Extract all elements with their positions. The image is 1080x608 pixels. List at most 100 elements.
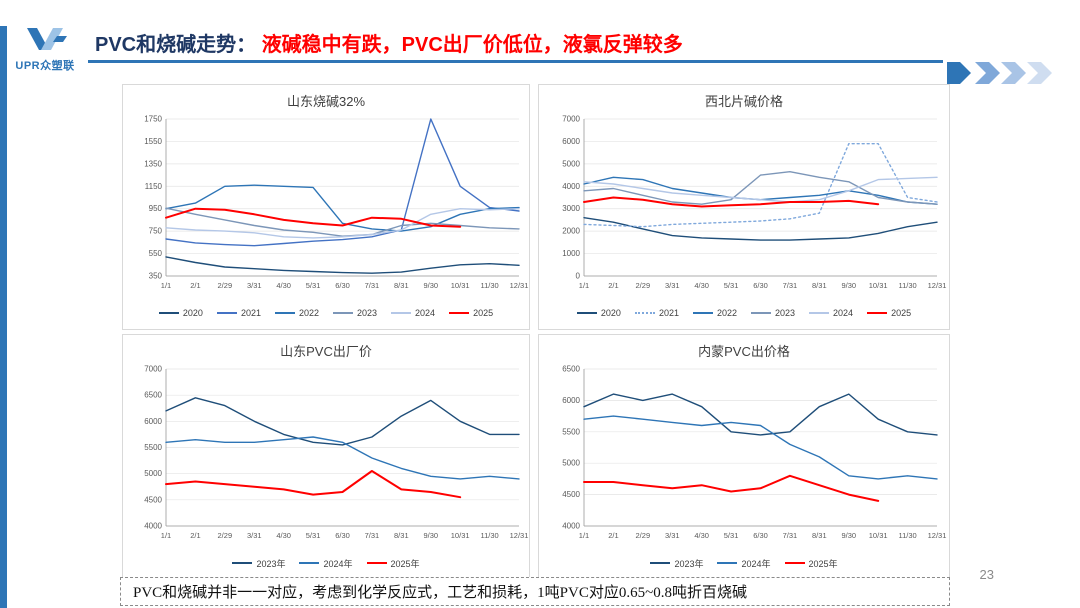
legend-item: 2025年	[784, 557, 838, 570]
svg-text:3/31: 3/31	[665, 531, 680, 540]
svg-text:5000: 5000	[562, 159, 580, 168]
legend-label: 2023年	[674, 558, 704, 569]
svg-text:7/31: 7/31	[783, 531, 798, 540]
chevron-decoration-icon	[947, 62, 1059, 89]
svg-text:11/30: 11/30	[480, 531, 498, 540]
legend-item: 2024	[391, 308, 435, 318]
legend-swatch	[867, 312, 888, 314]
chart-panel-shandong-pvc: 山东PVC出厂价 4000 4500 5000 5500 6000 6500 7000 1/1…	[122, 334, 530, 580]
left-accent-bar	[0, 26, 7, 608]
svg-text:9/30: 9/30	[423, 281, 438, 290]
svg-text:6500: 6500	[562, 365, 580, 374]
chart-title: 内蒙PVC出价格	[698, 344, 790, 359]
legend-label: 2023	[775, 308, 796, 318]
svg-text:6/30: 6/30	[753, 531, 768, 540]
svg-text:9/30: 9/30	[423, 531, 438, 540]
page-title: PVC和烧碱走势： 液碱稳中有跌，PVC出厂价低位，液氯反弹较多	[95, 28, 683, 57]
legend-label: 2025年	[808, 558, 838, 569]
legend-label: 2023年	[256, 558, 286, 569]
line-chart-neimeng-pvc: 4000 4500 5000 5500 6000 6500 1/1 2/1 2/29 3/31 4/…	[562, 365, 947, 541]
chart-legend: 2023年 2024年 2025年	[123, 553, 529, 573]
legend-label: 2024年	[741, 558, 771, 569]
legend-label: 2024年	[323, 558, 353, 569]
chart-panel-northwest-flake: 西北片碱价格 0 1000 2000 3000 4000 5000 6000 7000 1/1 2…	[538, 84, 950, 330]
legend-item: 2020	[158, 308, 203, 318]
legend-label: 2021	[658, 308, 679, 318]
svg-text:2/1: 2/1	[608, 281, 618, 290]
svg-text:1150: 1150	[145, 182, 163, 191]
legend-label: 2025	[473, 308, 494, 318]
svg-text:3/31: 3/31	[665, 281, 680, 290]
page-title-prefix: PVC和烧碱走势：	[95, 34, 257, 56]
legend-item: 2024	[809, 308, 853, 318]
svg-text:5/31: 5/31	[306, 281, 321, 290]
svg-text:5000: 5000	[144, 469, 162, 478]
legend-swatch	[274, 312, 295, 314]
svg-text:8/31: 8/31	[394, 281, 409, 290]
svg-text:1000: 1000	[562, 249, 580, 258]
legend-swatch	[158, 312, 179, 314]
legend-swatch	[449, 312, 470, 314]
svg-text:2/29: 2/29	[218, 531, 233, 540]
svg-text:1750: 1750	[144, 115, 162, 124]
svg-text:12/31: 12/31	[928, 281, 947, 290]
legend-swatch	[576, 312, 597, 314]
svg-text:2/1: 2/1	[190, 531, 200, 540]
legend-label: 2022	[298, 308, 319, 318]
legend-swatch	[717, 562, 738, 564]
legend-item: 2023	[751, 308, 795, 318]
header-underline	[88, 60, 943, 63]
svg-text:350: 350	[149, 272, 163, 281]
svg-text:6000: 6000	[562, 396, 580, 405]
svg-text:7000: 7000	[144, 365, 162, 374]
legend-swatch	[634, 312, 655, 314]
legend-swatch	[232, 562, 253, 564]
svg-text:12/31: 12/31	[928, 531, 947, 540]
legend-item: 2024年	[299, 557, 353, 570]
svg-text:1/1: 1/1	[579, 531, 589, 540]
svg-text:8/31: 8/31	[812, 281, 827, 290]
svg-text:12/31: 12/31	[510, 531, 529, 540]
svg-text:1550: 1550	[144, 137, 162, 146]
svg-text:6/30: 6/30	[335, 531, 350, 540]
svg-text:4/30: 4/30	[694, 531, 709, 540]
svg-text:10/31: 10/31	[451, 281, 470, 290]
svg-text:6000: 6000	[144, 417, 162, 426]
svg-text:2000: 2000	[562, 227, 580, 236]
svg-text:11/30: 11/30	[898, 281, 916, 290]
company-logo: UPR众塑联	[12, 26, 78, 73]
svg-text:2/29: 2/29	[636, 531, 651, 540]
logo-icon	[27, 28, 67, 50]
page-title-emphasis: 液碱稳中有跌，PVC出厂价低位，液氯反弹较多	[261, 34, 683, 56]
charts-grid: 山东烧碱32% 350 550 750 950 1150 1350 1550 1750 1/1 2…	[122, 84, 950, 580]
legend-swatch	[784, 562, 805, 564]
svg-text:4/30: 4/30	[694, 281, 709, 290]
legend-item: 2023年	[232, 557, 285, 570]
legend-swatch	[751, 312, 771, 314]
svg-text:6000: 6000	[562, 137, 580, 146]
svg-text:4000: 4000	[144, 522, 162, 531]
svg-text:3/31: 3/31	[247, 531, 262, 540]
svg-text:10/31: 10/31	[869, 281, 888, 290]
svg-text:2/1: 2/1	[190, 281, 200, 290]
svg-text:6500: 6500	[144, 391, 162, 400]
svg-text:6/30: 6/30	[335, 281, 350, 290]
line-chart-northwest-flake: 0 1000 2000 3000 4000 5000 6000 7000 1/1 2/1 2/29 3…	[562, 115, 947, 291]
legend-swatch	[216, 312, 237, 314]
chart-legend: 2020 2021 2022 2023 2024 2025	[539, 303, 949, 323]
legend-label: 2023	[357, 308, 378, 318]
svg-text:950: 950	[149, 204, 163, 213]
svg-text:7/31: 7/31	[365, 531, 380, 540]
legend-label: 2021	[240, 308, 261, 318]
svg-text:8/31: 8/31	[812, 531, 827, 540]
svg-text:5500: 5500	[562, 427, 580, 436]
legend-item: 2023	[333, 308, 377, 318]
legend-swatch	[650, 562, 671, 564]
svg-text:1350: 1350	[144, 159, 162, 168]
svg-text:1/1: 1/1	[161, 281, 171, 290]
legend-label: 2025年	[390, 558, 420, 569]
page-number: 23	[979, 567, 994, 582]
legend-swatch	[692, 312, 713, 314]
svg-text:2/29: 2/29	[636, 281, 651, 290]
